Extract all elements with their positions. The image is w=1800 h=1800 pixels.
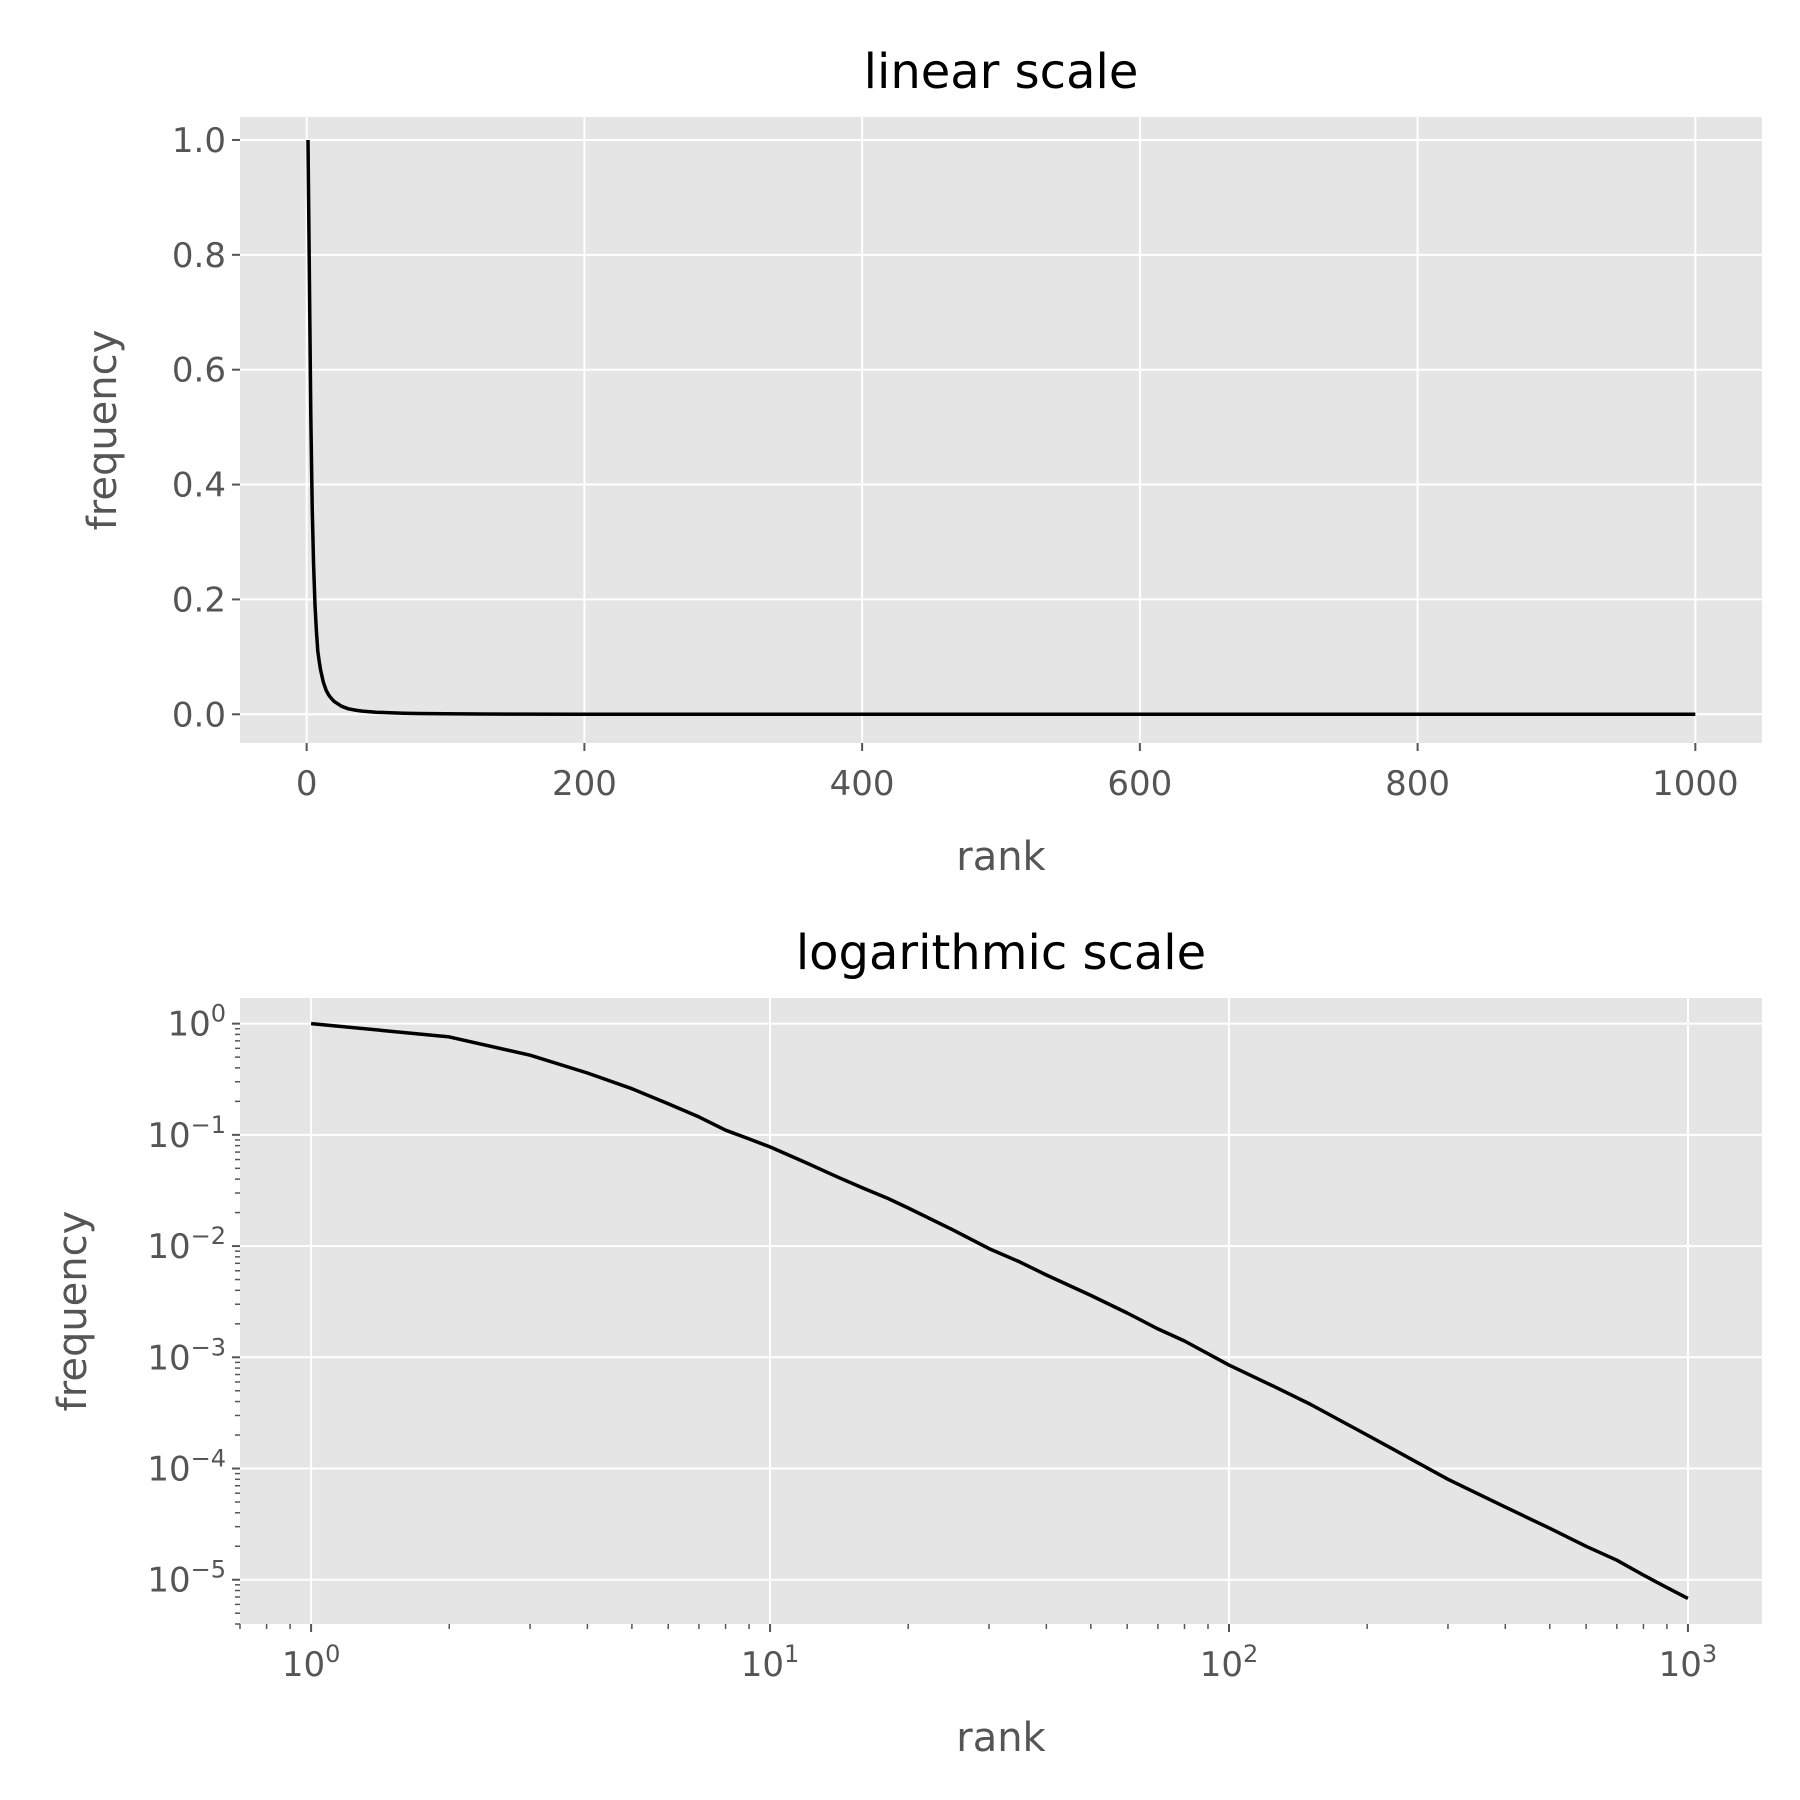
log-y-tick-label: 10−5: [147, 1556, 226, 1601]
log-y-tick-label: 100: [167, 1000, 226, 1045]
log-series-line: [310, 1021, 1689, 1600]
linear-ticks: 0 200 400 600 800 1000 0.0 0.2 0.4 0.6 0.8 1.0: [172, 121, 1739, 804]
linear-x-tick-label: 600: [1107, 764, 1172, 804]
log-x-tick-label: 100: [282, 1640, 341, 1685]
linear-x-tick-label: 400: [830, 764, 895, 804]
linear-y-tick-label: 0.4: [172, 466, 226, 506]
linear-x-tick-label: 200: [552, 764, 617, 804]
log-series: [310, 1021, 1689, 1600]
linear-x-tick-label: 0: [296, 764, 318, 804]
linear-series: [306, 139, 1696, 717]
log-y-tick-label: 10−1: [147, 1111, 226, 1156]
log-y-tick-label: 10−3: [147, 1333, 226, 1378]
log-ticks: 100 101 102 103 10−5 10−4 10−3 10−2 10−1 100: [147, 1000, 1717, 1685]
log-chart-panel: 100 101 102 103 10−5 10−4 10−3 10−2 10−1 100 loga…: [50, 925, 1762, 1761]
log-y-tick-label: 10−4: [147, 1445, 226, 1490]
linear-series-line: [306, 139, 1696, 717]
linear-y-tick-label: 1.0: [172, 121, 226, 161]
linear-y-tick-label: 0.6: [172, 351, 226, 391]
log-x-tick-label: 103: [1659, 1640, 1718, 1685]
log-chart-title: logarithmic scale: [796, 925, 1206, 981]
linear-x-axis-label: rank: [956, 834, 1046, 880]
linear-plot-area: [240, 117, 1762, 743]
log-y-axis-label: frequency: [50, 1211, 96, 1412]
log-x-axis-label: rank: [956, 1715, 1046, 1761]
linear-x-tick-label: 1000: [1652, 764, 1739, 804]
log-x-tick-label: 102: [1200, 1640, 1259, 1685]
linear-y-tick-label: 0.8: [172, 236, 226, 276]
linear-chart-panel: 0 200 400 600 800 1000 0.0 0.2 0.4 0.6 0.8 1.0 line…: [80, 44, 1762, 880]
log-x-tick-label: 101: [741, 1640, 800, 1685]
linear-y-tick-label: 0.0: [172, 695, 226, 735]
linear-chart-title: linear scale: [864, 44, 1139, 100]
linear-y-axis-label: frequency: [80, 330, 126, 531]
log-grid: [240, 998, 1762, 1624]
linear-y-tick-label: 0.2: [172, 580, 226, 620]
linear-x-tick-label: 800: [1385, 764, 1450, 804]
log-plot-area: [240, 998, 1762, 1624]
log-y-tick-label: 10−2: [147, 1222, 226, 1267]
